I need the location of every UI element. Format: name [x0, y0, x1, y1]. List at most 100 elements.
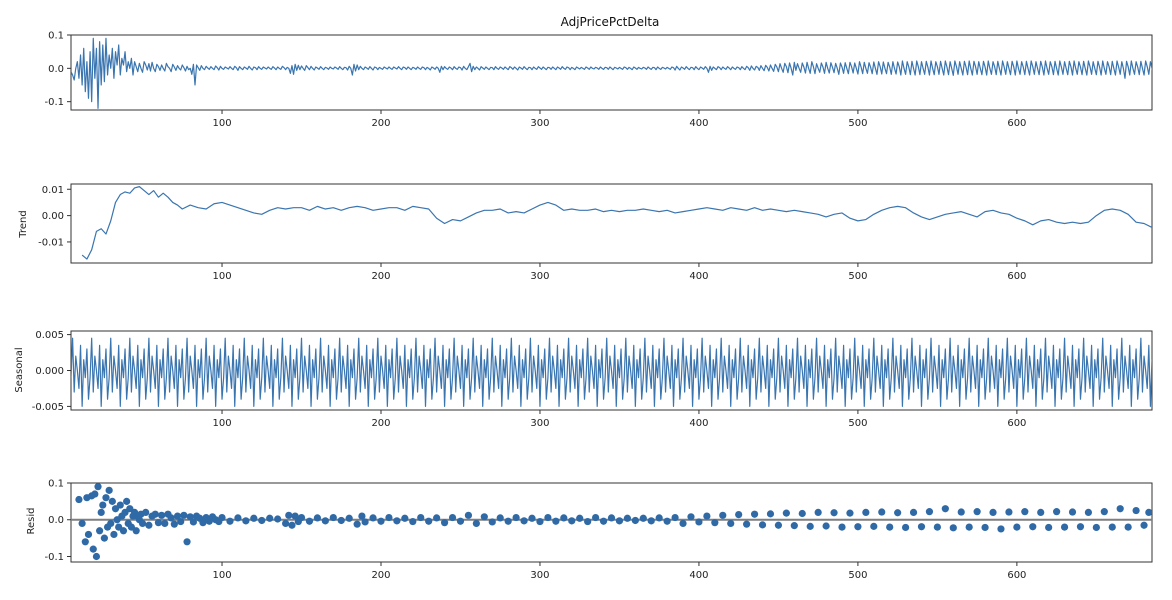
resid-point	[291, 512, 299, 520]
resid-point	[623, 514, 631, 522]
resid-point	[679, 519, 687, 528]
series-group	[81, 186, 1152, 260]
resid-point	[186, 513, 194, 521]
resid-point	[878, 508, 886, 516]
resid-point	[798, 509, 806, 518]
resid-point	[132, 527, 140, 535]
plot-frame	[70, 183, 1153, 264]
resid-point	[647, 517, 655, 525]
resid-point	[989, 508, 997, 516]
resid-point	[790, 522, 798, 530]
x-tick-label: 400	[689, 418, 708, 429]
resid-point	[288, 521, 296, 529]
resid-point	[568, 517, 576, 525]
x-tick-label: 300	[530, 118, 549, 129]
resid-point	[1021, 508, 1029, 516]
resid-point	[180, 511, 188, 519]
resid-point	[544, 513, 552, 522]
resid-point	[512, 513, 520, 522]
resid-point	[1060, 523, 1069, 531]
resid-point	[504, 517, 512, 525]
resid-point	[750, 510, 759, 518]
resid-point	[1116, 505, 1124, 513]
resid-point	[607, 514, 616, 522]
resid-point	[1108, 523, 1116, 531]
series-line	[81, 186, 1152, 260]
resid-point	[138, 519, 147, 528]
resid-point	[997, 525, 1005, 533]
resid-point	[91, 490, 99, 498]
x-tick-label: 400	[689, 271, 708, 282]
resid-point	[472, 519, 480, 528]
resid-point	[838, 523, 846, 531]
resid-point	[158, 511, 166, 519]
resid-point	[806, 522, 814, 530]
resid-point	[941, 505, 949, 513]
resid-point	[92, 552, 101, 561]
panel-observed: AdjPricePctDelta 100 200 300 400 500 600 0.1 0.…	[44, 15, 1153, 129]
resid-point	[433, 514, 441, 522]
resid-point	[1124, 523, 1132, 531]
x-tick-label: 500	[848, 271, 867, 282]
resid-point	[711, 519, 719, 527]
resid-point	[440, 519, 449, 527]
resid-point	[154, 519, 163, 527]
resid-point	[766, 510, 775, 518]
resid-point	[274, 515, 282, 523]
resid-point	[917, 523, 926, 531]
resid-point	[528, 514, 536, 522]
resid-point	[894, 509, 902, 517]
resid-point	[313, 514, 322, 522]
resid-point	[377, 517, 385, 525]
resid-point	[464, 511, 473, 519]
y-tick-label: 0.0	[48, 64, 64, 75]
resid-point	[886, 523, 894, 531]
x-tick-label: 200	[371, 118, 390, 129]
x-tick-label: 600	[1007, 271, 1026, 282]
resid-point	[1029, 523, 1037, 531]
x-tick-label: 600	[1007, 118, 1026, 129]
resid-point	[353, 520, 361, 528]
resid-point	[846, 509, 854, 517]
resid-point	[183, 538, 191, 546]
resid-point	[957, 508, 965, 516]
x-tick-label: 600	[1007, 418, 1026, 429]
chart-title: AdjPricePctDelta	[561, 15, 660, 29]
resid-point	[814, 508, 822, 516]
y-tick-label: 0.005	[35, 330, 64, 341]
resid-point	[173, 512, 182, 520]
y-tick-label: 0.0	[48, 515, 64, 526]
resid-point	[1037, 508, 1045, 516]
x-tick-label: 300	[530, 271, 549, 282]
resid-point	[631, 516, 639, 525]
resid-point	[345, 514, 353, 522]
resid-point	[242, 517, 250, 525]
resid-point	[695, 518, 703, 526]
resid-point	[615, 517, 624, 525]
resid-point	[1084, 508, 1093, 516]
y-tick-label: 0.000	[35, 366, 64, 377]
resid-point	[552, 517, 560, 525]
resid-point	[385, 513, 393, 522]
resid-point	[727, 519, 735, 528]
resid-point	[743, 520, 751, 528]
resid-point	[116, 501, 124, 509]
resid-point	[496, 514, 504, 522]
resid-point	[170, 520, 178, 528]
resid-point	[100, 534, 108, 542]
resid-point	[560, 514, 568, 522]
x-tick-label: 400	[689, 118, 708, 129]
resid-point	[89, 545, 97, 553]
resid-point	[981, 523, 989, 532]
resid-point	[96, 527, 104, 535]
ylabel-resid: Resid	[26, 508, 37, 535]
x-tick-label: 200	[371, 570, 390, 581]
x-tick-label: 100	[212, 418, 231, 429]
panel-seasonal: Seasonal 100 200 300 400 500 600 0.005 0.000 -0.…	[14, 330, 1153, 429]
x-tick-label: 500	[848, 570, 867, 581]
resid-point	[1140, 521, 1148, 529]
resid-point	[81, 538, 89, 546]
resid-point	[282, 519, 290, 528]
y-tick-label: 0.01	[42, 185, 64, 196]
resid-point	[151, 510, 159, 518]
